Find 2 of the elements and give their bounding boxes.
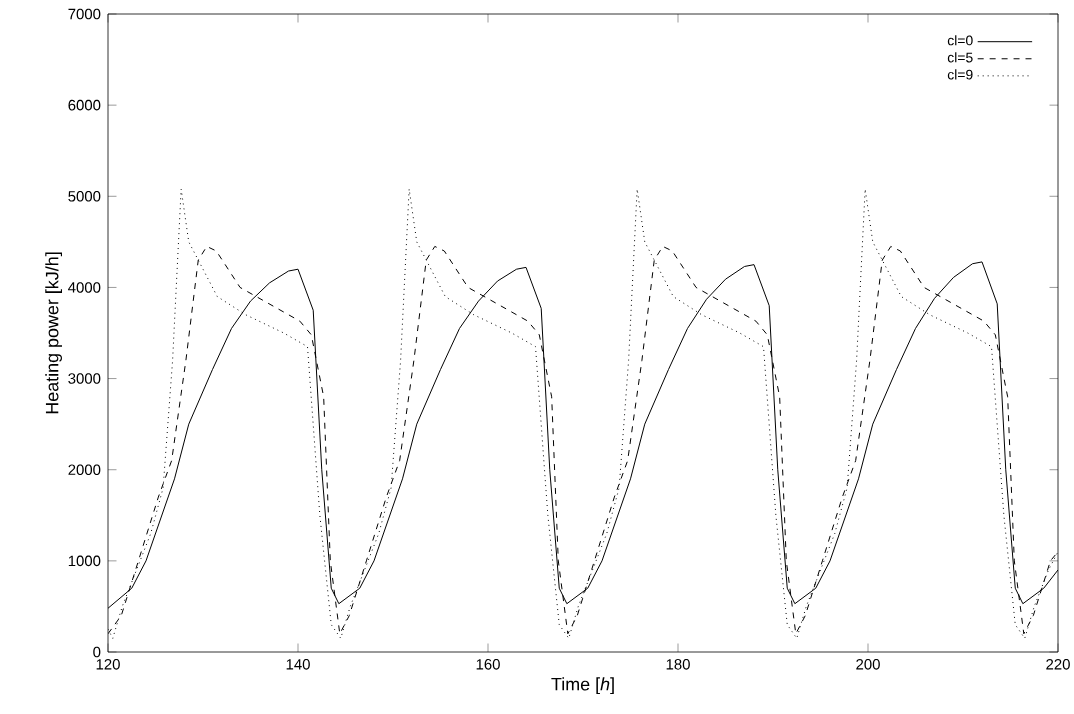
y-axis-title: Heating power [kJ/h] (45, 252, 62, 414)
x-axis-title: Time [h] (551, 677, 614, 695)
